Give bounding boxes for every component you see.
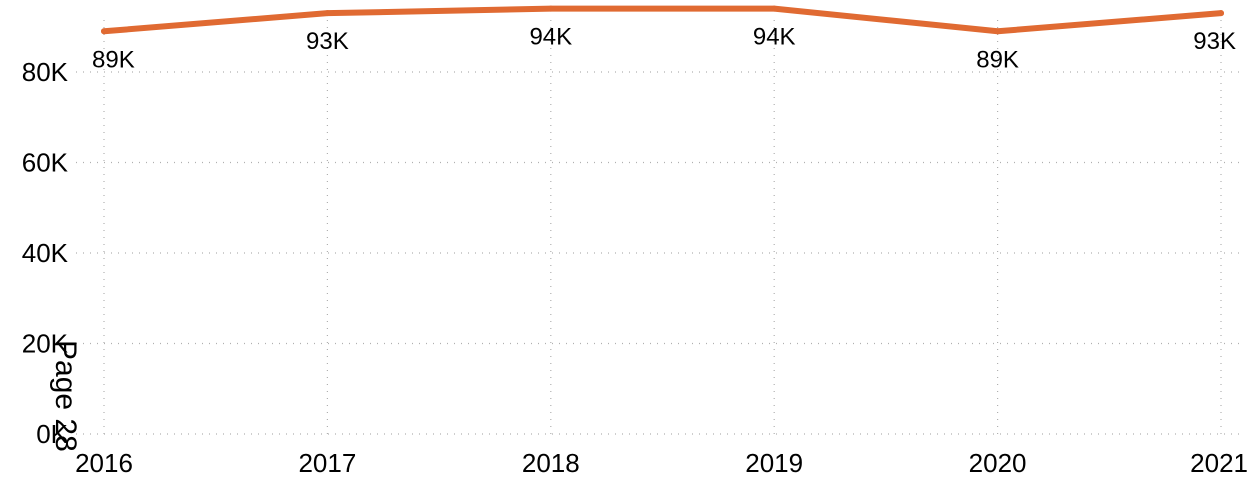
data-point xyxy=(101,28,107,35)
data-point xyxy=(994,28,1001,35)
data-point xyxy=(1218,10,1224,17)
data-labels: 89K 93K 94K 94K 89K 93K xyxy=(92,24,1236,74)
y-tick-label: 20K xyxy=(22,329,69,359)
data-label: 89K xyxy=(92,46,135,73)
x-tick-label: 2018 xyxy=(522,448,580,478)
x-tick-label: 2019 xyxy=(745,448,803,478)
series-line xyxy=(101,5,1224,35)
x-tick-label: 2021 xyxy=(1190,448,1248,478)
y-tick-label: 80K xyxy=(22,57,69,87)
x-tick-label: 2017 xyxy=(298,448,356,478)
series-layer xyxy=(101,5,1224,35)
page-label: Page 28 xyxy=(49,340,82,452)
data-point xyxy=(547,5,554,12)
data-point xyxy=(771,5,778,12)
data-label: 89K xyxy=(976,46,1019,73)
data-label: 93K xyxy=(306,28,349,55)
y-tick-label: 60K xyxy=(22,148,69,178)
data-point xyxy=(324,10,331,17)
grid xyxy=(76,20,1240,435)
y-axis-ticks: 0K 20K 40K 60K 80K xyxy=(22,57,69,449)
y-tick-label: 0K xyxy=(36,419,68,449)
data-label: 94K xyxy=(529,24,572,51)
data-label: 94K xyxy=(753,24,796,51)
data-label: 93K xyxy=(1193,28,1236,55)
y-tick-label: 40K xyxy=(22,238,69,268)
x-tick-label: 2016 xyxy=(75,448,133,478)
x-axis-ticks: 2016 2017 2018 2019 2020 2021 xyxy=(75,448,1248,478)
x-tick-label: 2020 xyxy=(969,448,1027,478)
